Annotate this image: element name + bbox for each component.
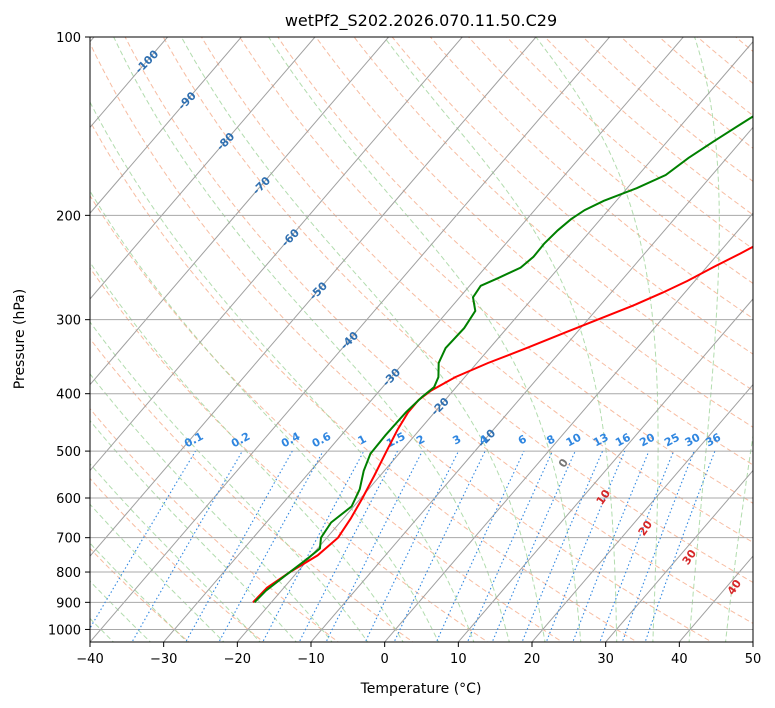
isotherm [310, 126, 753, 642]
axis-ticks: −40 −30 −20 −10 0 10 20 30 40 50 100 200 300 400 500 60… [48, 31, 761, 667]
y-tick-label: 300 [56, 314, 81, 329]
x-tick-label: −10 [297, 652, 324, 667]
mixing-ratio-line [131, 450, 243, 642]
mixing-ratio-label: 25 [662, 431, 682, 450]
y-tick-label: 900 [56, 596, 81, 611]
isotherm [90, 37, 242, 214]
dry-adiabat [124, 37, 753, 624]
mixing-ratio-line [644, 450, 716, 642]
mixing-ratio-label: 36 [703, 431, 723, 450]
moist-adiabat [90, 190, 440, 642]
moist-adiabat [90, 261, 404, 642]
dry-adiabat [90, 194, 564, 642]
dewpoint-profile [253, 115, 753, 604]
isotherm [90, 37, 390, 386]
background-lines [90, 37, 753, 642]
moist-adiabat [90, 580, 152, 642]
x-tick-label: 20 [524, 652, 541, 667]
y-tick-label: 1000 [48, 623, 81, 638]
mixing-ratio-label: 20 [637, 431, 657, 450]
y-tick-label: 100 [56, 31, 81, 46]
y-axis-label: Pressure (hPa) [12, 289, 28, 389]
y-tick-label: 800 [56, 566, 81, 581]
x-tick-label: 50 [745, 652, 762, 667]
x-tick-label: 0 [381, 652, 389, 667]
x-tick-label: −20 [224, 652, 251, 667]
y-tick-label: 400 [56, 388, 81, 403]
x-tick-label: −30 [150, 652, 177, 667]
isotherm [531, 383, 753, 642]
mixing-ratio-line [393, 450, 486, 642]
mixing-ratio-line [545, 450, 626, 642]
isotherm [90, 37, 611, 642]
moist-adiabat [90, 321, 369, 642]
plot-frame [89, 36, 754, 643]
mixing-ratio-label: 30 [683, 431, 703, 450]
isotherm [163, 37, 684, 642]
mixing-ratio-label: 10 [564, 431, 584, 450]
dry-adiabat [90, 477, 265, 642]
temperature-profile [252, 245, 753, 603]
isotherm [236, 40, 753, 642]
isotherm [457, 298, 753, 642]
dry-adiabat [391, 37, 753, 355]
mixing-ratio-line [572, 450, 650, 642]
isotherm [90, 37, 169, 129]
isotherm [90, 37, 537, 557]
dry-adiabat [429, 37, 753, 320]
dry-adiabat [162, 37, 753, 583]
x-tick-label: −40 [76, 652, 103, 667]
mixing-ratio-line [298, 450, 398, 642]
moist-adiabat [90, 463, 261, 642]
mixing-ratio-line [599, 450, 675, 642]
dry-adiabat [239, 37, 753, 504]
moist-adiabat [90, 101, 475, 642]
x-tick-label: 30 [597, 652, 614, 667]
y-tick-label: 500 [56, 445, 81, 460]
moist-adiabat [90, 373, 333, 642]
y-tick-label: 600 [56, 492, 81, 507]
mixing-ratio-line [325, 450, 423, 642]
dry-adiabat [90, 267, 489, 642]
x-tick-label: 40 [671, 652, 688, 667]
isotherm [90, 37, 463, 472]
mixing-ratio-label: 13 [591, 431, 611, 450]
dry-adiabat [90, 120, 638, 642]
mixing-ratio-label: 16 [613, 431, 633, 450]
x-axis-label: Temperature (°C) [360, 681, 482, 697]
dry-adiabat [277, 37, 753, 466]
moist-adiabat [90, 503, 225, 642]
x-tick-label: 10 [450, 652, 467, 667]
isotherm [90, 37, 316, 300]
y-tick-label: 200 [56, 209, 81, 224]
profile-series [252, 115, 753, 604]
isotherm [384, 212, 753, 642]
dry-adiabat [90, 42, 713, 642]
mixing-ratio-line [435, 450, 525, 642]
y-tick-label: 700 [56, 532, 81, 547]
chart-title: wetPf2_S202.2026.070.11.50.C29 [285, 11, 557, 31]
isotherm [605, 469, 753, 642]
mixing-ratio-line [621, 450, 695, 642]
mixing-ratio-line [521, 450, 604, 642]
